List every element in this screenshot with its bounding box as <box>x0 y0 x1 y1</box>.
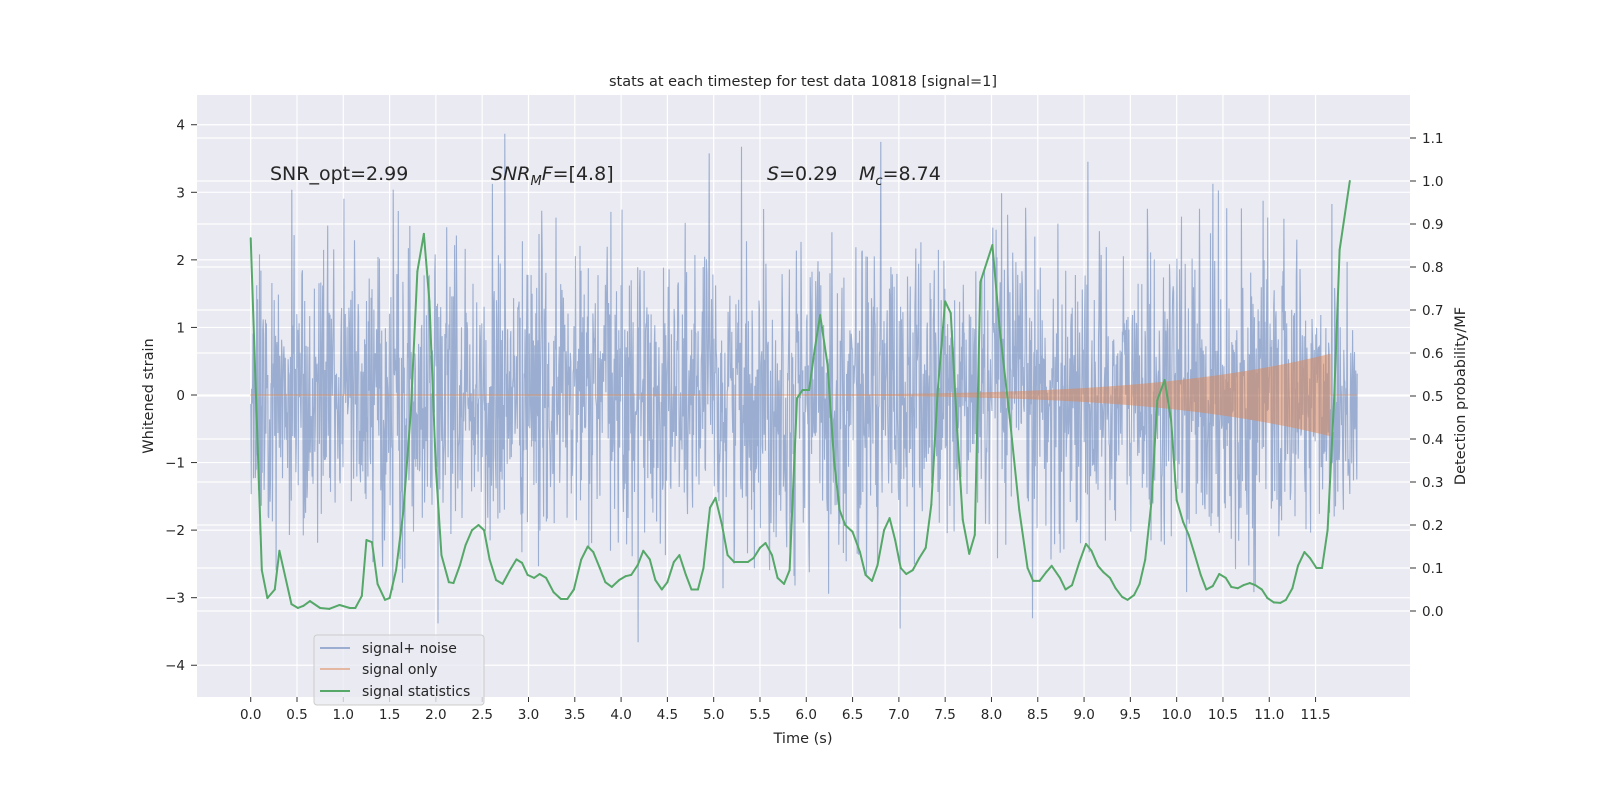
x-tick-label: 2.0 <box>425 707 446 723</box>
x-tick-label: 10.5 <box>1208 707 1238 723</box>
y-right-tick-label: 0.8 <box>1422 260 1443 276</box>
y-left-tick-label: 3 <box>176 185 185 201</box>
y-left-tick-label: −4 <box>165 658 185 674</box>
s-symbol: S <box>767 163 779 185</box>
y-left-tick-label: 1 <box>176 320 185 336</box>
y-left-tick-label: 0 <box>176 388 185 404</box>
x-tick-label: 11.5 <box>1301 707 1331 723</box>
x-tick-label: 3.0 <box>518 707 539 723</box>
x-tick-label: 8.0 <box>981 707 1002 723</box>
x-tick-label: 6.0 <box>796 707 817 723</box>
annotation-s: S=0.29 <box>767 163 837 185</box>
statistics-segment <box>320 608 329 609</box>
y-right-tick-label: 0.9 <box>1422 217 1443 233</box>
y-left-tick-label: −3 <box>165 591 185 607</box>
x-tick-label: 4.0 <box>610 707 631 723</box>
y-left-tick-label: 4 <box>176 118 185 134</box>
x-tick-label: 11.0 <box>1254 707 1284 723</box>
y-left-tick-label: −1 <box>165 456 185 472</box>
s-value: =0.29 <box>779 163 837 185</box>
x-tick-label: 7.0 <box>888 707 909 723</box>
x-tick-label: 0.5 <box>286 707 307 723</box>
y-right-tick-label: 1.1 <box>1422 131 1443 147</box>
y-left-tick-label: −2 <box>165 523 185 539</box>
mc-sub: c <box>875 174 882 189</box>
legend-label-noise: signal+ noise <box>362 641 457 657</box>
y-right-tick-label: 0.6 <box>1422 346 1443 362</box>
legend-label-signal: signal only <box>362 662 437 678</box>
y-right-tick-label: 0.2 <box>1422 518 1443 534</box>
x-tick-label: 9.5 <box>1120 707 1141 723</box>
y-axis-left-label: Whitened strain <box>141 338 157 453</box>
legend-label-statistics: signal statistics <box>362 684 470 700</box>
x-tick-label: 8.5 <box>1027 707 1048 723</box>
chart-title: stats at each timestep for test data 108… <box>609 74 997 90</box>
snr-mf-base: SNR <box>491 163 530 185</box>
y-left-tick-label: 2 <box>176 253 185 269</box>
mc-symbol: M <box>859 163 875 185</box>
x-tick-label: 10.0 <box>1162 707 1192 723</box>
y-right-tick-label: 0.3 <box>1422 475 1443 491</box>
legend: signal+ noise signal only signal statist… <box>314 635 484 705</box>
snr-mf-sub: M <box>530 174 541 189</box>
y-right-tick-label: 0.5 <box>1422 389 1443 405</box>
x-tick-label: 6.5 <box>842 707 863 723</box>
y-axis-right-label: Detection probability/MF <box>1453 307 1469 485</box>
y-right-tick-label: 0.7 <box>1422 303 1443 319</box>
x-tick-label: 3.5 <box>564 707 585 723</box>
x-tick-label: 7.5 <box>934 707 955 723</box>
y-right-tick-label: 0.1 <box>1422 561 1443 577</box>
x-tick-label: 2.5 <box>471 707 492 723</box>
snr-mf-value: =[4.8] <box>553 163 614 185</box>
x-axis-label: Time (s) <box>773 731 833 747</box>
x-tick-label: 1.5 <box>379 707 400 723</box>
x-tick-label: 0.0 <box>240 707 261 723</box>
x-tick-label: 9.0 <box>1073 707 1094 723</box>
y-right-tick-label: 0.4 <box>1422 432 1443 448</box>
y-right-tick-label: 1.0 <box>1422 174 1443 190</box>
y-right-tick-label: 0.0 <box>1422 604 1443 620</box>
mc-value: =8.74 <box>883 163 941 185</box>
x-tick-label: 5.0 <box>703 707 724 723</box>
x-tick-label: 4.5 <box>657 707 678 723</box>
annotation-snr-opt: SNR_opt=2.99 <box>270 163 408 185</box>
x-tick-label: 1.0 <box>333 707 354 723</box>
x-tick-label: 5.5 <box>749 707 770 723</box>
